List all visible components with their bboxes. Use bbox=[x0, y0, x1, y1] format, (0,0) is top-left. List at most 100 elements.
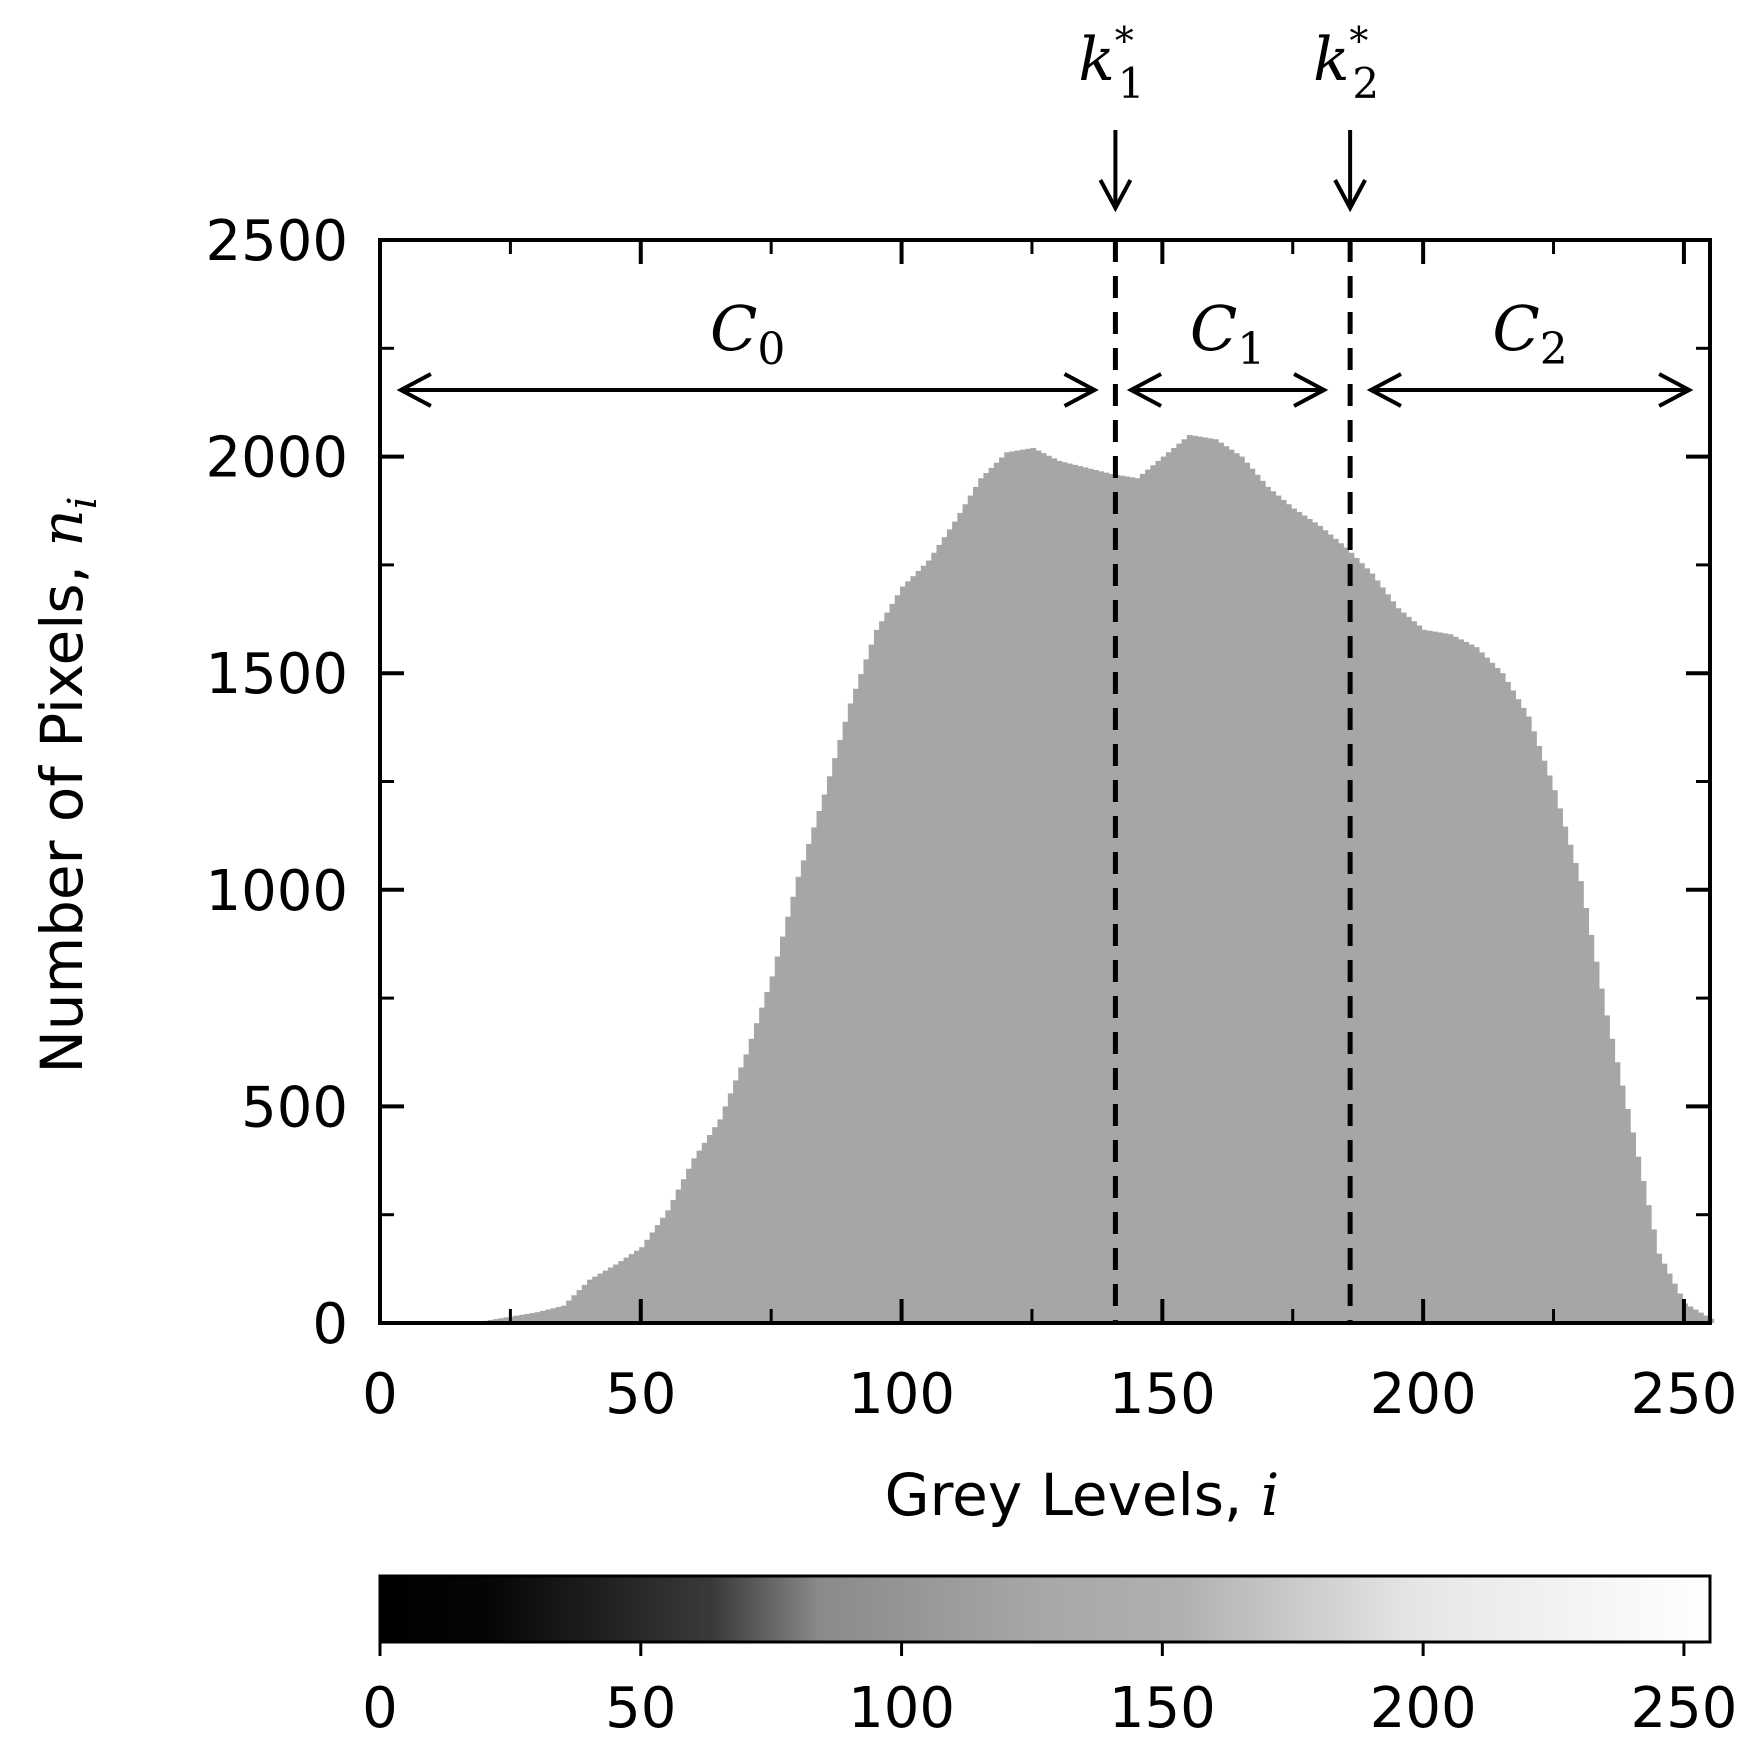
histogram-bar bbox=[1285, 504, 1292, 1323]
histogram-bar bbox=[1405, 616, 1412, 1323]
histogram-bar bbox=[1379, 587, 1386, 1323]
class-range-arrowhead-left bbox=[1366, 372, 1402, 408]
histogram-bar bbox=[1072, 464, 1078, 1324]
histogram-bar bbox=[576, 1290, 583, 1323]
histogram-bar bbox=[581, 1284, 588, 1323]
histogram-bar bbox=[587, 1279, 593, 1323]
histogram-bar bbox=[967, 495, 974, 1324]
histogram-bar bbox=[1369, 573, 1376, 1323]
histogram-bar bbox=[1572, 862, 1579, 1323]
histogram-bar bbox=[1437, 632, 1443, 1323]
histogram-bar bbox=[1306, 518, 1313, 1323]
histogram-bar bbox=[514, 1315, 520, 1323]
histogram-bar bbox=[988, 467, 995, 1323]
histogram-bar bbox=[733, 1080, 739, 1323]
histogram-bar bbox=[654, 1225, 661, 1323]
histogram-bar bbox=[1317, 525, 1324, 1323]
histogram-bar bbox=[1364, 568, 1370, 1323]
histogram-bar bbox=[780, 936, 786, 1323]
histogram-bar bbox=[1640, 1180, 1647, 1323]
histogram-bar bbox=[1697, 1312, 1704, 1323]
histogram-bar bbox=[863, 659, 870, 1323]
histogram-bar bbox=[879, 621, 885, 1323]
histogram-bar bbox=[1025, 448, 1031, 1323]
histogram-bar bbox=[795, 876, 802, 1323]
histogram-bar bbox=[1030, 447, 1037, 1323]
histogram-bar bbox=[1551, 790, 1558, 1323]
x-tick-label: 200 bbox=[1370, 1362, 1477, 1427]
histogram-bar bbox=[889, 603, 896, 1323]
histogram-bar bbox=[524, 1313, 531, 1323]
histogram-bar bbox=[1588, 934, 1595, 1323]
histogram-bar bbox=[1651, 1229, 1657, 1323]
x-axis-label: Grey Levels, i bbox=[885, 1461, 1280, 1529]
class-range-arrowhead-left bbox=[1126, 372, 1163, 408]
histogram-bar bbox=[1567, 844, 1574, 1323]
x-tick-label: 250 bbox=[1630, 1362, 1737, 1427]
histogram-bar bbox=[1270, 491, 1277, 1323]
histogram-bar bbox=[1494, 668, 1501, 1323]
histogram-bar bbox=[519, 1314, 526, 1323]
histogram-bar bbox=[1155, 460, 1162, 1323]
histogram-bar bbox=[1525, 716, 1532, 1323]
threshold-arrow-head bbox=[1098, 179, 1133, 213]
histogram-bar bbox=[816, 810, 823, 1323]
histogram-bar bbox=[534, 1312, 541, 1323]
histogram-bar bbox=[1489, 662, 1496, 1323]
colorbar-tick-label: 250 bbox=[1630, 1676, 1737, 1741]
colorbar-ticks: 0 50 100 150 200 250 bbox=[362, 1642, 1737, 1741]
histogram-bars bbox=[435, 434, 1715, 1324]
histogram-bar bbox=[800, 860, 807, 1323]
class-range-arrowhead-right bbox=[1063, 372, 1099, 408]
histogram-bar bbox=[962, 504, 969, 1323]
histogram-bar bbox=[978, 478, 985, 1323]
histogram-bar bbox=[826, 776, 833, 1323]
histogram-bar bbox=[498, 1318, 505, 1323]
histogram-bar bbox=[613, 1264, 619, 1323]
histogram-bar bbox=[706, 1134, 713, 1323]
histogram-bar bbox=[1343, 547, 1350, 1323]
histogram-bar bbox=[748, 1038, 755, 1323]
histogram-bar bbox=[639, 1247, 645, 1323]
histogram-bar bbox=[1244, 462, 1251, 1323]
histogram-bar bbox=[1202, 437, 1209, 1323]
histogram-bar bbox=[597, 1273, 604, 1323]
histogram-bar bbox=[633, 1250, 640, 1323]
histogram-bar bbox=[899, 586, 906, 1323]
greyscale-colorbar bbox=[378, 1574, 1712, 1644]
histogram-bar bbox=[503, 1317, 510, 1323]
threshold-arrow-head bbox=[1333, 179, 1367, 213]
histogram-bar bbox=[592, 1276, 599, 1323]
histogram-bar bbox=[1431, 631, 1438, 1323]
histogram-bar bbox=[1051, 458, 1058, 1324]
histogram-bar bbox=[952, 521, 958, 1323]
y-tick-label: 1500 bbox=[205, 642, 348, 707]
threshold-label: k* 2 bbox=[1313, 19, 1379, 108]
histogram-bar bbox=[1624, 1109, 1631, 1323]
histogram-bar bbox=[712, 1127, 719, 1323]
histogram-bar bbox=[1358, 563, 1365, 1323]
histogram-bar bbox=[1040, 453, 1047, 1323]
y-tick-label: 2500 bbox=[205, 209, 348, 274]
histogram-bar bbox=[920, 565, 927, 1323]
histogram-bar bbox=[790, 896, 797, 1323]
histogram-bar bbox=[1442, 633, 1449, 1323]
histogram-bar bbox=[811, 827, 818, 1323]
histogram-bar bbox=[1249, 468, 1256, 1324]
histogram-bar bbox=[1635, 1156, 1642, 1323]
histogram-bar bbox=[1510, 690, 1517, 1323]
histogram-bar bbox=[1703, 1315, 1709, 1323]
histogram-bar bbox=[1426, 630, 1433, 1323]
histogram-bar bbox=[1463, 642, 1470, 1323]
histogram-bar bbox=[1124, 476, 1131, 1323]
histogram-bar bbox=[941, 537, 948, 1323]
histogram-bar bbox=[1238, 456, 1245, 1324]
histogram-bar bbox=[1411, 621, 1417, 1323]
histogram-bar bbox=[1223, 446, 1230, 1323]
histogram-bar bbox=[1531, 731, 1537, 1323]
histogram-bar bbox=[936, 544, 943, 1323]
histogram-bar bbox=[670, 1199, 677, 1323]
histogram-bar bbox=[686, 1168, 692, 1323]
histogram-bar bbox=[1275, 495, 1282, 1324]
